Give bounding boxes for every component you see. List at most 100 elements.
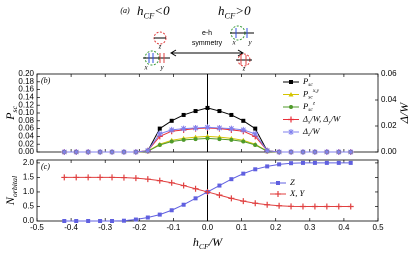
arrow-head	[170, 49, 244, 57]
legend-marker	[275, 191, 281, 197]
label-part: P	[302, 101, 308, 111]
marker	[289, 161, 294, 166]
x-tick-label: 0.3	[304, 223, 316, 232]
marker	[241, 139, 246, 144]
marker	[192, 124, 199, 131]
panel-label: (a)	[120, 6, 130, 15]
spin	[148, 53, 154, 63]
marker	[192, 185, 199, 192]
marker	[85, 174, 92, 181]
marker	[229, 137, 234, 142]
orbital-label: z	[242, 65, 246, 73]
label-part: h	[137, 3, 144, 18]
marker	[265, 164, 270, 169]
marker	[240, 126, 247, 133]
marker	[228, 195, 235, 202]
y-tick-label: 0.04	[18, 132, 34, 141]
rich-label: Δ/W	[397, 102, 411, 124]
label-part: sc	[308, 82, 313, 88]
label-part: sc	[10, 106, 19, 113]
arrow-label: e-h	[202, 30, 212, 37]
label-part: P	[3, 112, 17, 121]
label-part: y	[327, 120, 331, 126]
label-part: CF	[144, 10, 156, 20]
label-part: CF	[199, 242, 209, 251]
y-tick-label: 0.12	[18, 100, 34, 109]
label-part: sc	[308, 95, 313, 101]
label-part: Z	[290, 177, 295, 187]
marker	[156, 130, 163, 137]
marker	[133, 217, 138, 222]
rich-label: Norbital	[3, 176, 19, 206]
label-part: <0	[154, 3, 170, 18]
x-tick-label: -0.2	[132, 223, 146, 232]
legend-marker	[276, 181, 280, 185]
marker	[217, 109, 222, 114]
marker	[348, 160, 353, 165]
marker	[73, 149, 80, 155]
orbital-label: z	[158, 43, 162, 51]
legend-marker	[289, 105, 293, 109]
marker	[229, 112, 234, 117]
marker	[97, 174, 104, 181]
marker	[253, 126, 258, 131]
orbital-label: x	[143, 64, 148, 72]
marker	[193, 196, 198, 201]
marker	[204, 188, 211, 195]
label-part: N	[3, 196, 17, 206]
marker	[156, 177, 163, 184]
y2-tick-label: 0.06	[381, 69, 397, 78]
x-tick-label: -0.5	[30, 223, 44, 232]
legend-marker	[288, 92, 294, 97]
orbital-label: x	[231, 39, 236, 47]
rich-label: Δz/W	[302, 126, 321, 138]
rich-label: X, Y	[289, 188, 305, 198]
marker	[157, 142, 162, 147]
y-tick-label: 0.06	[18, 124, 34, 133]
label-part: Δ	[302, 113, 308, 123]
marker	[216, 192, 223, 199]
y-tick-label: 0.0	[23, 216, 35, 225]
marker	[120, 149, 127, 155]
label-part: X, Y	[289, 188, 305, 198]
y-tick-label: 0.00	[18, 147, 34, 156]
x-tick-label: 0.4	[338, 223, 350, 232]
x-tick-label: 0.0	[202, 223, 214, 232]
y2-tick-label: 0.04	[381, 95, 397, 104]
marker	[324, 160, 329, 165]
label-part: P	[302, 88, 308, 98]
panel-label: (c)	[41, 162, 50, 171]
marker	[98, 219, 103, 223]
marker	[62, 219, 67, 223]
label-part: >0	[235, 3, 251, 18]
x-tick-label: -0.3	[98, 223, 112, 232]
legend-marker	[288, 129, 294, 135]
marker	[253, 142, 258, 147]
marker	[181, 202, 186, 207]
spin	[159, 53, 165, 63]
marker	[241, 118, 246, 123]
y-tick-label: 0.10	[18, 108, 34, 117]
marker	[336, 160, 341, 165]
marker	[276, 202, 283, 209]
marker	[109, 149, 116, 155]
marker	[335, 203, 342, 210]
marker	[168, 126, 175, 133]
marker	[144, 176, 151, 183]
marker	[193, 109, 198, 114]
y-tick-label: 2.0	[23, 158, 35, 167]
orbital-label: y	[247, 39, 252, 47]
marker	[109, 174, 116, 181]
label-part: h	[193, 235, 199, 249]
marker	[85, 149, 92, 155]
marker	[299, 203, 306, 210]
y2-tick-label: 0.00	[381, 147, 397, 156]
marker	[229, 177, 234, 182]
y2-tick-label: 0.02	[381, 121, 397, 130]
y-tick-label: 1.5	[23, 173, 35, 182]
marker	[181, 112, 186, 117]
marker	[74, 219, 79, 223]
marker	[180, 125, 187, 132]
rich-label: Psc	[302, 76, 313, 88]
